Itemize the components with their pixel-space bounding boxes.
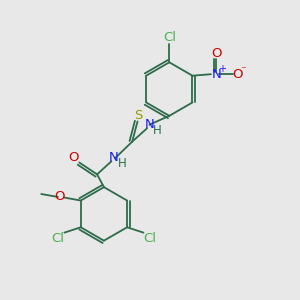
Text: O: O xyxy=(68,151,79,164)
Text: Cl: Cl xyxy=(51,232,64,245)
Text: Cl: Cl xyxy=(143,232,157,245)
Text: N: N xyxy=(212,68,221,81)
Text: S: S xyxy=(134,109,142,122)
Text: ⁻: ⁻ xyxy=(241,65,247,75)
Text: O: O xyxy=(211,47,221,61)
Text: H: H xyxy=(118,157,127,170)
Text: N: N xyxy=(145,118,155,130)
Text: H: H xyxy=(153,124,162,136)
Text: Cl: Cl xyxy=(163,32,176,44)
Text: N: N xyxy=(109,151,118,164)
Text: O: O xyxy=(232,68,243,81)
Text: O: O xyxy=(54,190,64,203)
Text: +: + xyxy=(218,64,226,74)
